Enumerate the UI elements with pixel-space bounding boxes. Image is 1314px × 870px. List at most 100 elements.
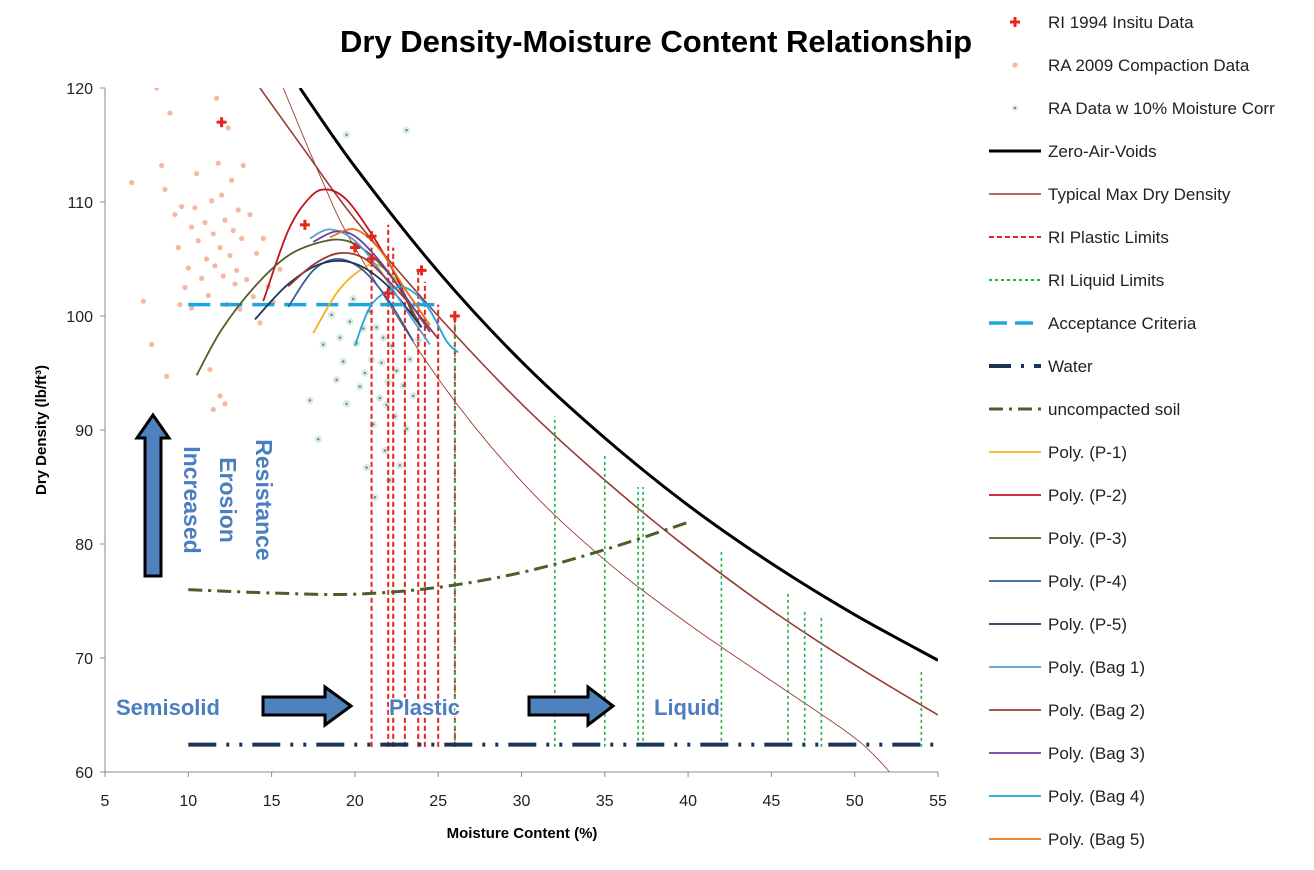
ra-2009-compaction-data-point: [244, 276, 250, 283]
increase-arrow-icon: [134, 412, 172, 578]
ra-2009-compaction-data-point: [235, 207, 241, 213]
ra-data-w-10-moisture-corr-point: [409, 392, 417, 400]
legend-item-poly-p-5: Poly. (P-5): [989, 615, 1127, 634]
extra-trend-line: [282, 88, 891, 772]
ra-data-w-10-moisture-corr-point: [306, 396, 314, 404]
legend-item-ri-liquid-limits: RI Liquid Limits: [989, 271, 1164, 290]
ra-2009-compaction-data-point: [202, 219, 208, 226]
ra-2009-compaction-data-point: [254, 250, 260, 256]
ri-1994-insitu-data-point: [299, 219, 310, 230]
ra-2009-compaction-data-point: [177, 302, 183, 308]
ri-1994-insitu-data-point: [216, 117, 227, 128]
ra-2009-compaction-data-point: [250, 294, 256, 300]
legend-item-ri-1994-insitu-data: RI 1994 Insitu Data: [1010, 13, 1194, 32]
ri-1994-insitu-data-point: [416, 265, 427, 276]
semisolid-to-plastic-arrow-icon: [261, 684, 354, 728]
ra-2009-compaction-data-point: [277, 266, 283, 272]
ra-2009-compaction-data-point: [159, 162, 165, 169]
ra-2009-compaction-data-point: [212, 263, 218, 269]
ra-2009-compaction-data-point: [205, 292, 211, 299]
legend-item-poly-bag-4: Poly. (Bag 4): [989, 787, 1145, 806]
legend-item-zero-air-voids: Zero-Air-Voids: [989, 142, 1157, 161]
ra-2009-compaction-data-point: [230, 227, 236, 234]
annotation-layer: Increased Erosion Resistance Semisolid Plast…: [115, 412, 721, 729]
ra-data-w-10-moisture-corr-point: [371, 493, 379, 501]
ra-2009-compaction-data-point: [260, 235, 266, 242]
legend-label: RI 1994 Insitu Data: [1048, 13, 1194, 32]
legend-label: Poly. (P-3): [1048, 529, 1127, 548]
ri-1994-insitu-data-point: [383, 288, 394, 299]
ra-2009-compaction-data-point: [167, 110, 173, 116]
ra-2009-compaction-data-point: [214, 95, 220, 101]
ra-2009-compaction-data-point: [209, 198, 215, 204]
ra-2009-compaction-data-point: [217, 245, 223, 251]
ra-2009-compaction-data-point: [154, 88, 160, 91]
legend-label: Poly. (Bag 2): [1048, 701, 1145, 720]
ra-data-w-10-moisture-corr-point: [342, 400, 351, 408]
ra-2009-compaction-data-point: [199, 275, 205, 281]
legend-label: Poly. (Bag 3): [1048, 744, 1145, 763]
ra-data-w-10-moisture-corr-point: [362, 464, 371, 472]
x-tick-label: 25: [429, 793, 447, 810]
legend-item-poly-p-4: Poly. (P-4): [989, 572, 1127, 591]
legend-item-acceptance-criteria: Acceptance Criteria: [989, 314, 1197, 333]
poly-bag-5-line: [329, 228, 431, 326]
legend-item-water: Water: [989, 357, 1093, 376]
ra-data-w-10-moisture-corr-point: [327, 311, 336, 319]
ra-2009-compaction-data-point: [220, 273, 226, 279]
legend-item-poly-p-2: Poly. (P-2): [989, 486, 1127, 505]
erosion-label-line-1: Increased: [179, 446, 205, 553]
ra-data-w-10-moisture-corr-point: [392, 367, 401, 375]
liquid-label: Liquid: [654, 695, 720, 720]
ra-2009-compaction-data-point: [189, 224, 195, 230]
x-tick-label: 35: [596, 793, 614, 810]
legend-label: Poly. (Bag 5): [1048, 830, 1145, 849]
ra-data-w-10-moisture-corr-point: [376, 394, 384, 402]
ra-2009-compaction-data-point: [195, 238, 201, 244]
x-tick-label: 5: [101, 793, 110, 810]
x-tick-label: 55: [929, 793, 947, 810]
ra-2009-compaction-data-point: [217, 393, 223, 399]
ra-2009-compaction-data-point: [222, 217, 228, 223]
legend-label: Poly. (P-5): [1048, 615, 1127, 634]
y-tick-label: 60: [75, 765, 93, 782]
legend-label: Water: [1048, 357, 1093, 376]
ra-2009-compaction-data-point: [210, 231, 216, 237]
poly-bag-3-line: [312, 230, 431, 333]
ri-1994-insitu-data-point: [349, 242, 360, 253]
legend-label: Poly. (P-4): [1048, 572, 1127, 591]
ra-data-w-10-moisture-corr-point: [346, 318, 354, 326]
ri-1994-insitu-data-point: [366, 254, 377, 264]
semisolid-label: Semisolid: [116, 695, 220, 720]
x-axis-title: Moisture Content (%): [447, 825, 598, 842]
poly-bag-4-line: [354, 285, 459, 354]
ra-data-w-10-moisture-corr-point: [342, 131, 351, 139]
legend-label: Poly. (Bag 1): [1048, 658, 1145, 677]
y-tick-label: 100: [66, 309, 93, 326]
ra-2009-compaction-data-point: [237, 306, 243, 312]
legend-label: RI Plastic Limits: [1048, 228, 1169, 247]
ra-2009-compaction-data-point: [182, 284, 188, 291]
y-tick-label: 80: [75, 537, 93, 554]
ra-2009-compaction-data-point: [225, 125, 231, 131]
y-tick-label: 110: [67, 195, 93, 212]
legend-label: Zero-Air-Voids: [1048, 142, 1157, 161]
legend-item-poly-bag-1: Poly. (Bag 1): [989, 658, 1145, 677]
x-tick-label: 50: [846, 793, 864, 810]
ra-data-w-10-moisture-corr-point: [356, 383, 364, 391]
ra-data-w-10-moisture-corr-point: [402, 126, 411, 134]
ra-data-w-10-moisture-corr-point: [314, 435, 322, 443]
legend-item-ri-plastic-limits: RI Plastic Limits: [989, 228, 1169, 247]
ra-2009-compaction-data-point: [185, 265, 191, 271]
ra-2009-compaction-data-point: [232, 281, 238, 287]
ra-data-w-10-moisture-corr-point: [349, 295, 357, 303]
zero-air-voids-line: [298, 88, 938, 662]
legend-swatch: [1012, 62, 1018, 68]
ri-1994-insitu-data-point: [366, 231, 377, 242]
ri-1994-insitu-data-point: [449, 311, 460, 321]
poly-bag-1-line: [309, 228, 431, 346]
axes: 5 10 15 20 25 30 35 40 45 50 55 60 70 80 90 100 110 120: [66, 81, 947, 810]
legend-item-poly-p-3: Poly. (P-3): [989, 529, 1127, 548]
